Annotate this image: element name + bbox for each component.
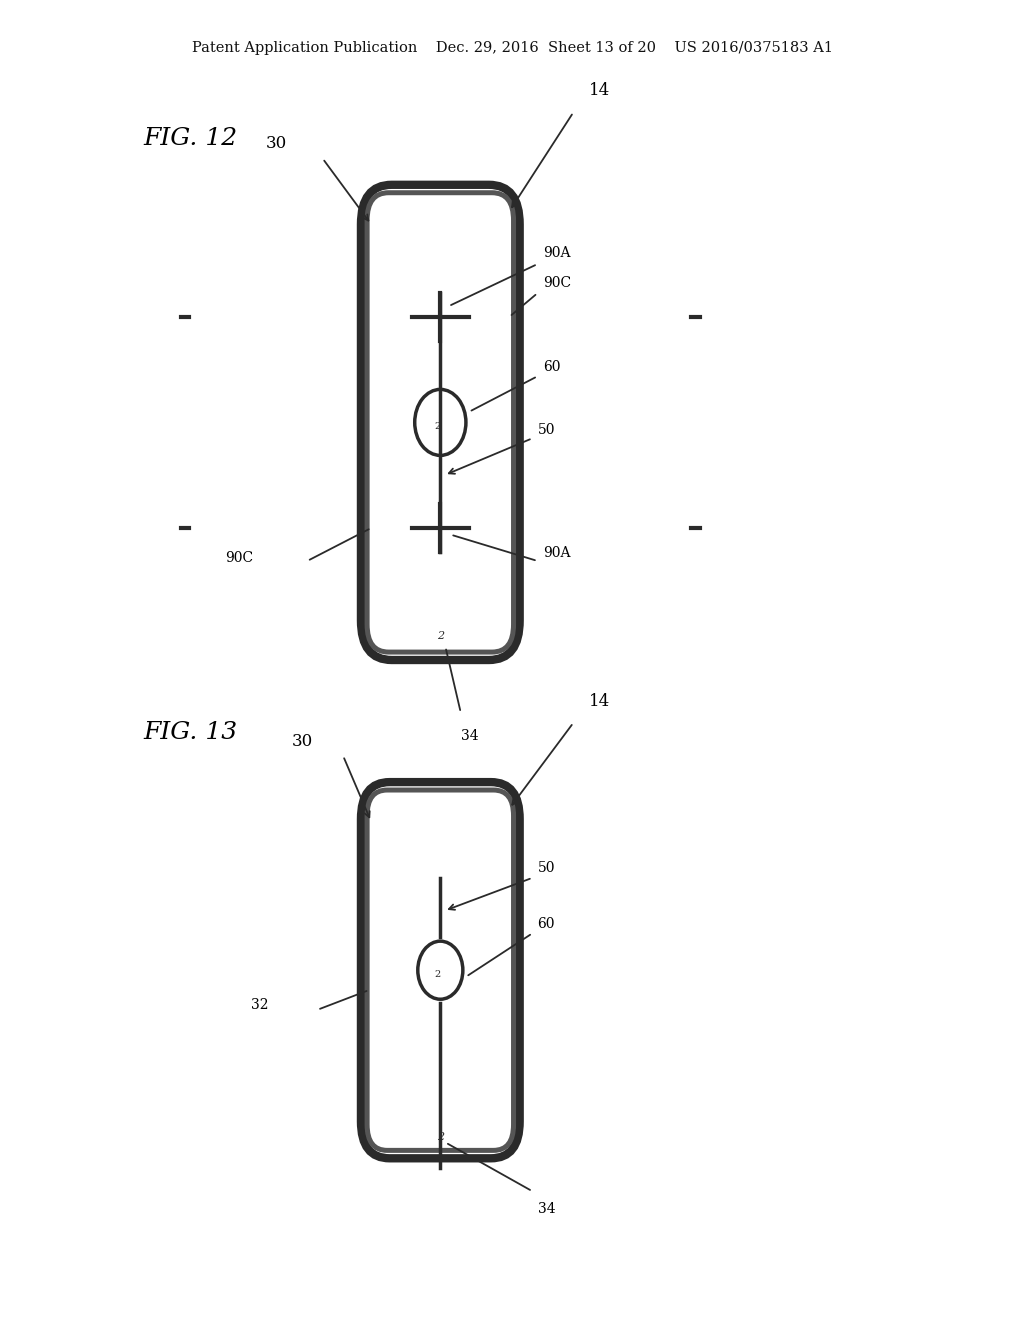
FancyBboxPatch shape (360, 781, 519, 1159)
Text: 90C: 90C (225, 550, 253, 565)
Text: 2: 2 (437, 631, 443, 642)
Text: 34: 34 (538, 1201, 555, 1216)
Text: 90A: 90A (543, 545, 570, 560)
Text: 60: 60 (538, 916, 555, 931)
Text: 2: 2 (437, 1133, 443, 1142)
Text: 30: 30 (292, 734, 312, 750)
Text: 60: 60 (543, 359, 560, 374)
Text: 90A: 90A (543, 246, 570, 260)
Text: 50: 50 (538, 422, 555, 437)
Text: 32: 32 (251, 998, 268, 1012)
Text: 30: 30 (266, 135, 287, 152)
Text: 50: 50 (538, 861, 555, 875)
Text: FIG. 12: FIG. 12 (143, 127, 238, 150)
Text: 2: 2 (434, 970, 440, 978)
Text: Patent Application Publication    Dec. 29, 2016  Sheet 13 of 20    US 2016/03751: Patent Application Publication Dec. 29, … (191, 41, 833, 54)
FancyBboxPatch shape (360, 185, 519, 660)
Text: FIG. 13: FIG. 13 (143, 721, 238, 744)
Text: 14: 14 (589, 693, 610, 710)
Text: 34: 34 (461, 729, 478, 743)
Text: 14: 14 (589, 82, 610, 99)
Text: 2: 2 (434, 422, 440, 430)
Text: 90C: 90C (543, 276, 570, 290)
